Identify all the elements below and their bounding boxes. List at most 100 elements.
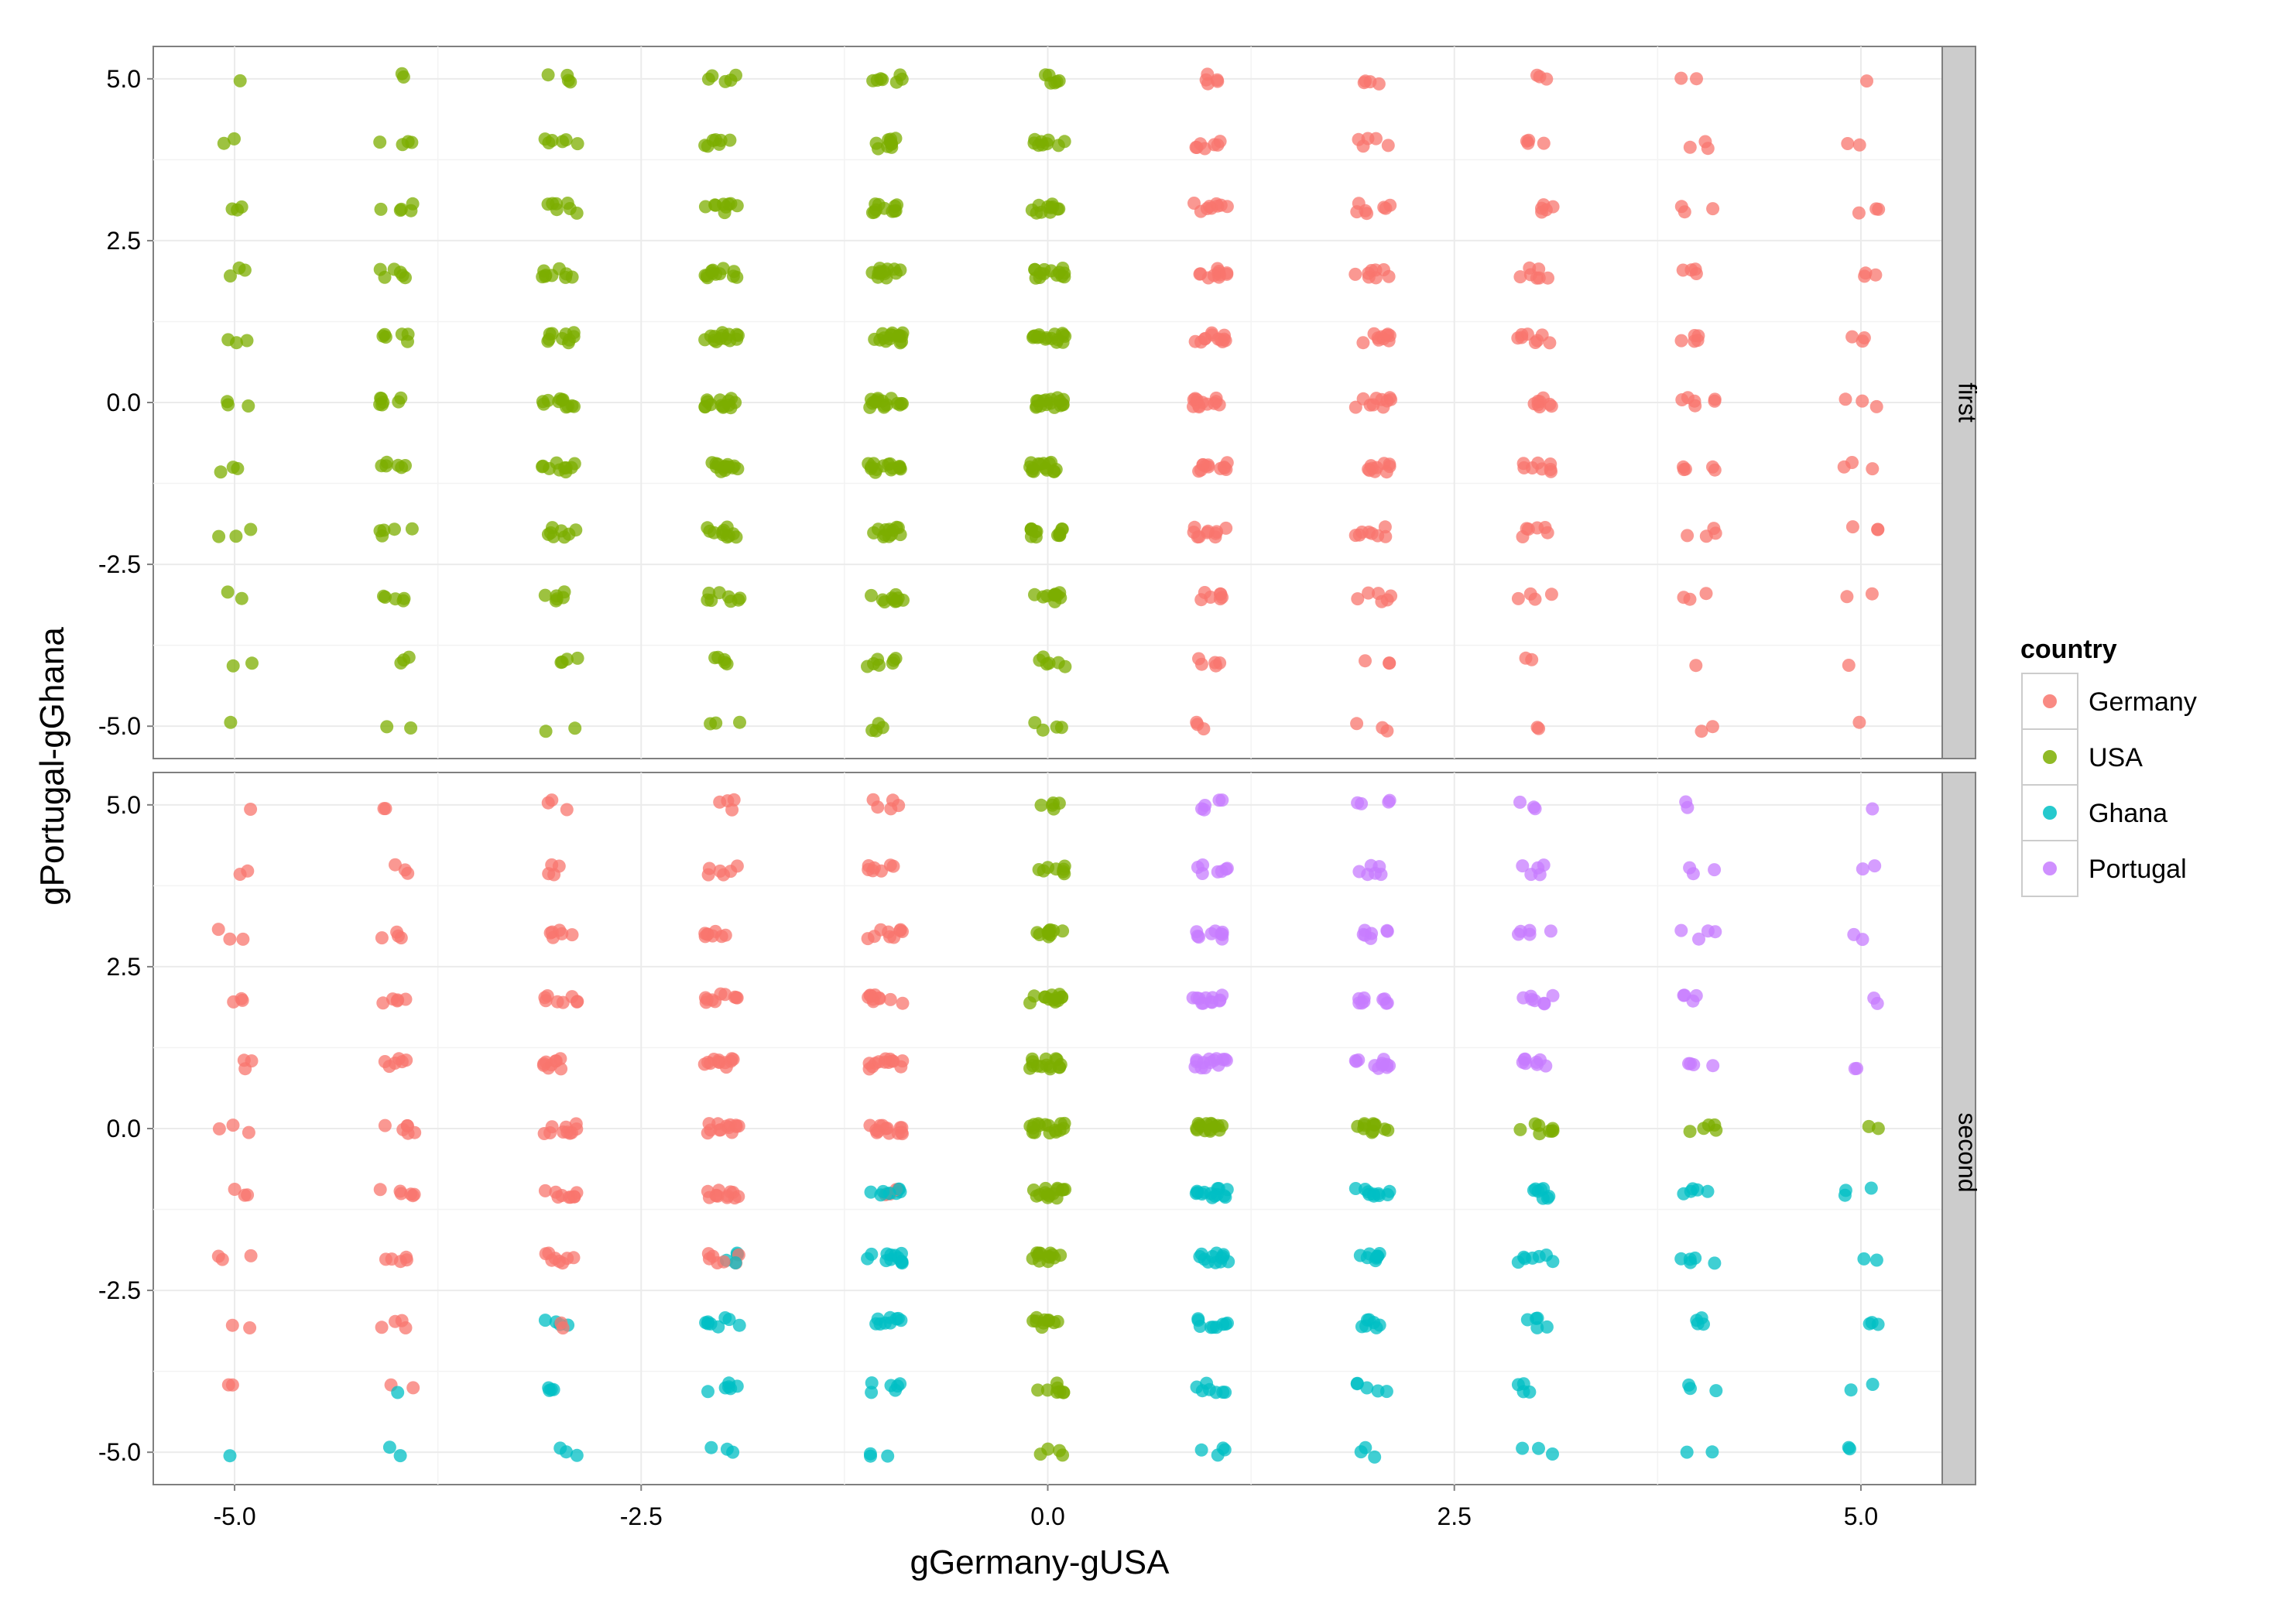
data-point	[1535, 462, 1549, 476]
data-point	[1869, 1253, 1883, 1267]
data-point	[1532, 1441, 1545, 1455]
data-point	[1544, 924, 1558, 938]
data-point	[1699, 587, 1713, 601]
data-point	[896, 397, 909, 410]
legend-swatch	[2043, 750, 2057, 764]
data-point	[1058, 659, 1072, 673]
data-point	[217, 136, 231, 150]
data-point	[1193, 1320, 1207, 1333]
data-point	[1201, 271, 1215, 285]
data-point	[373, 397, 387, 411]
data-point	[1369, 263, 1383, 277]
y-axis-ticks-first: 5.0 2.5 0.0 -2.5 -5.0	[98, 65, 153, 740]
data-point	[1521, 136, 1535, 150]
data-point	[1866, 1378, 1880, 1391]
x-tick-label: 5.0	[1844, 1502, 1878, 1530]
data-point	[214, 465, 228, 479]
data-point	[1195, 1384, 1209, 1398]
data-point	[1043, 396, 1057, 410]
data-point	[1381, 1123, 1395, 1137]
data-point	[874, 1188, 888, 1202]
data-point	[1845, 520, 1859, 534]
data-point	[556, 135, 570, 149]
data-point	[1372, 587, 1385, 601]
data-point	[1378, 520, 1392, 534]
data-point	[1041, 1190, 1054, 1204]
data-point	[728, 990, 742, 1004]
data-point	[726, 269, 740, 283]
data-point	[229, 529, 243, 543]
panel-grid	[153, 772, 1942, 1485]
data-point	[1513, 795, 1527, 809]
data-point	[865, 1386, 879, 1399]
data-point	[723, 133, 737, 147]
data-point	[722, 398, 736, 412]
y-tick-label: 5.0	[107, 791, 141, 819]
data-point	[1352, 865, 1366, 879]
data-point	[889, 594, 902, 608]
data-point	[1042, 1249, 1055, 1263]
data-point	[1190, 1055, 1204, 1069]
data-point	[1360, 207, 1374, 221]
data-point	[1708, 526, 1722, 540]
data-point	[891, 1311, 905, 1325]
data-point	[1683, 1252, 1697, 1266]
y-tick-label: 5.0	[107, 65, 141, 93]
x-axis-title: gGermany-gUSA	[910, 1543, 1170, 1581]
data-point	[1204, 1187, 1218, 1201]
data-point	[373, 524, 387, 538]
data-point	[1050, 1314, 1064, 1328]
data-point	[704, 1057, 718, 1070]
data-point	[1546, 988, 1560, 1002]
data-point	[237, 1053, 251, 1067]
data-point	[1188, 392, 1202, 406]
data-point	[547, 868, 561, 882]
data-point	[1208, 656, 1222, 670]
data-point	[1055, 269, 1069, 283]
data-point	[1543, 336, 1557, 350]
data-point	[1026, 1121, 1040, 1135]
data-point	[544, 1382, 558, 1396]
data-point	[1865, 587, 1879, 601]
data-point	[1534, 1053, 1547, 1067]
data-point	[404, 721, 418, 735]
data-point	[567, 457, 581, 471]
data-point	[1701, 142, 1715, 156]
data-point	[244, 803, 258, 816]
data-point	[565, 928, 579, 942]
data-point	[1695, 724, 1708, 738]
data-point	[399, 459, 412, 472]
data-point	[541, 527, 555, 541]
data-point	[1381, 139, 1395, 152]
data-point	[1051, 333, 1064, 347]
legend-key	[2021, 840, 2078, 897]
data-point	[1516, 457, 1530, 471]
data-point	[226, 1118, 240, 1132]
data-point	[1866, 462, 1880, 476]
data-point	[1371, 1384, 1385, 1398]
data-point	[538, 588, 552, 602]
strip-label-second: second	[1954, 1112, 1982, 1192]
data-point	[376, 996, 390, 1010]
data-point	[1040, 137, 1054, 151]
data-point	[717, 1255, 731, 1269]
data-point	[1857, 1252, 1871, 1266]
data-point	[729, 530, 743, 544]
data-point	[571, 137, 584, 151]
data-point	[726, 1445, 740, 1459]
data-point	[1845, 330, 1859, 344]
data-point	[701, 593, 715, 607]
data-point	[388, 522, 401, 536]
data-point	[1705, 1445, 1719, 1459]
y-tick-label: 0.0	[107, 1115, 141, 1142]
data-point	[865, 1247, 879, 1261]
data-point	[536, 270, 550, 284]
data-point	[1701, 1184, 1715, 1198]
legend-swatch	[2043, 862, 2057, 875]
data-point	[1544, 587, 1558, 601]
data-point	[393, 1184, 407, 1198]
data-point	[1537, 996, 1551, 1010]
data-point	[700, 992, 714, 1006]
data-point	[883, 992, 897, 1006]
legend-label: Ghana	[2089, 799, 2167, 828]
